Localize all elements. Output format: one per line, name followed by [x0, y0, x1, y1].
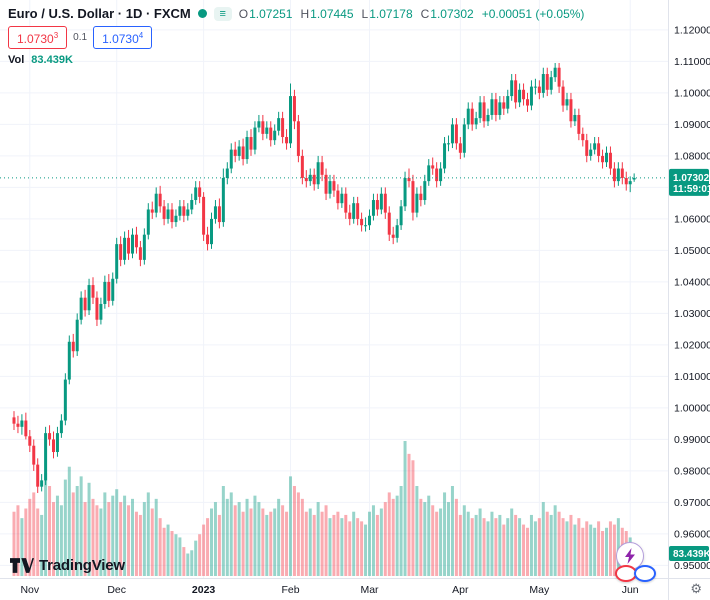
- buy-bubble-icon[interactable]: [634, 565, 656, 582]
- svg-text:1.12000: 1.12000: [674, 24, 710, 36]
- svg-text:1.09000: 1.09000: [674, 119, 710, 131]
- candles-layer: [12, 63, 636, 493]
- quote-bubbles: [615, 565, 656, 582]
- svg-text:Feb: Feb: [281, 584, 299, 596]
- svg-text:1.07302: 1.07302: [673, 173, 710, 184]
- open-value: 1.07251: [249, 6, 293, 21]
- volume-layer: [12, 441, 636, 576]
- price-axis-labels: 1.120001.110001.100001.090001.080001.070…: [674, 24, 710, 572]
- symbol-title[interactable]: Euro / U.S. Dollar · 1D · FXCM: [8, 6, 191, 21]
- svg-text:0.99000: 0.99000: [674, 434, 710, 446]
- volume-axis-label: 83.439K: [669, 546, 710, 561]
- svg-text:Apr: Apr: [452, 584, 469, 596]
- sell-price-button[interactable]: 1.07303: [8, 26, 68, 49]
- svg-text:Mar: Mar: [360, 584, 379, 596]
- svg-text:11:59:01: 11:59:01: [673, 184, 710, 195]
- ohlc-values: O 1.07251 H 1.07445 L 1.07178 C 1.07302 +0.0…: [239, 7, 585, 21]
- high-label: H: [300, 6, 310, 21]
- tradingview-logo-mark: [10, 558, 34, 573]
- svg-text:0.98000: 0.98000: [674, 465, 710, 477]
- low-value: 1.07178: [369, 6, 413, 21]
- volume-legend-row[interactable]: Vol 83.439K: [8, 54, 584, 66]
- low-label: L: [361, 6, 369, 21]
- legend-menu-icon[interactable]: ≡: [213, 6, 232, 21]
- close-value: 1.07302: [430, 6, 474, 21]
- svg-text:1.06000: 1.06000: [674, 213, 710, 225]
- svg-text:Jun: Jun: [622, 584, 639, 596]
- svg-text:Nov: Nov: [20, 584, 39, 596]
- svg-text:2023: 2023: [192, 584, 216, 596]
- svg-text:1.10000: 1.10000: [674, 87, 710, 99]
- svg-text:0.95000: 0.95000: [674, 560, 710, 572]
- svg-text:1.02000: 1.02000: [674, 339, 710, 351]
- change-value: +0.00051 (+0.05%): [481, 6, 585, 21]
- time-axis-labels: Nov Dec 2023 Feb Mar Apr May Jun: [20, 584, 638, 596]
- tradingview-logo[interactable]: TradingView: [10, 557, 125, 574]
- grid-layer: [0, 0, 668, 578]
- svg-text:1.00000: 1.00000: [674, 402, 710, 414]
- open-label: O: [238, 6, 249, 21]
- svg-text:0.97000: 0.97000: [674, 497, 710, 509]
- settings-gear-icon[interactable]: ⚙: [690, 581, 702, 596]
- svg-text:May: May: [529, 584, 550, 596]
- market-status-icon[interactable]: [197, 9, 207, 18]
- high-value: 1.07445: [310, 6, 354, 21]
- buy-price-button[interactable]: 1.07304: [93, 26, 153, 49]
- svg-text:Dec: Dec: [107, 584, 126, 596]
- chart-legend: Euro / U.S. Dollar · 1D · FXCM ≡ O 1.0725…: [8, 6, 584, 66]
- svg-text:1.08000: 1.08000: [674, 150, 710, 162]
- tradingview-logo-text: TradingView: [39, 557, 125, 574]
- svg-text:1.03000: 1.03000: [674, 308, 710, 320]
- volume-value: 83.439K: [31, 54, 73, 66]
- svg-text:1.05000: 1.05000: [674, 245, 710, 257]
- volume-label: Vol: [8, 54, 25, 66]
- svg-text:83.439K: 83.439K: [673, 549, 710, 560]
- svg-text:1.04000: 1.04000: [674, 276, 710, 288]
- svg-text:0.96000: 0.96000: [674, 528, 710, 540]
- spread-value: 0.1: [67, 32, 94, 43]
- svg-text:1.11000: 1.11000: [674, 56, 710, 68]
- lightning-icon: [625, 548, 635, 564]
- svg-text:1.01000: 1.01000: [674, 371, 710, 383]
- close-label: C: [420, 6, 430, 21]
